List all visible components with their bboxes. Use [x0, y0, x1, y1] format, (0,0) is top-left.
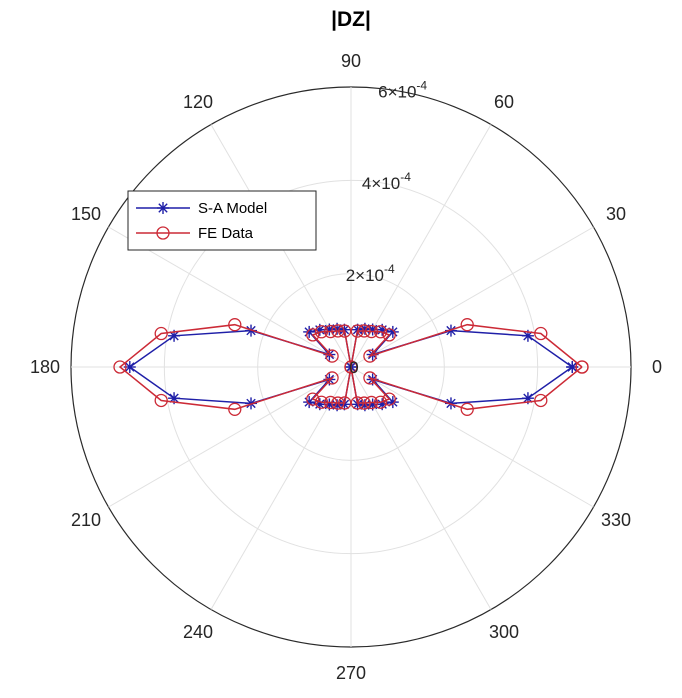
data-point	[325, 349, 339, 363]
legend-label: S-A Model	[198, 200, 267, 217]
legend-label: FE Data	[198, 225, 254, 242]
data-point	[373, 395, 388, 409]
radial-tick-label: 0	[349, 358, 358, 377]
grid-spoke	[350, 226, 594, 368]
data-point	[382, 392, 396, 406]
data-point	[331, 324, 345, 338]
angle-tick-label: 0	[652, 357, 662, 377]
angle-tick-label: 120	[183, 92, 213, 112]
data-point	[228, 402, 242, 416]
data-point	[350, 324, 364, 338]
radial-tick-labels: 0 2×10-4 4×10-4 6×10-4	[346, 78, 428, 377]
data-point	[154, 326, 168, 341]
angle-tick-label: 180	[30, 357, 60, 377]
legend-item: FE Data	[136, 225, 254, 242]
angle-tick-label: 240	[183, 622, 213, 642]
radial-tick-label: 2×10-4	[346, 262, 395, 285]
data-point	[534, 393, 548, 408]
data-point	[228, 318, 242, 332]
data-point	[373, 325, 388, 339]
grid-spoke	[108, 366, 352, 508]
data-point	[113, 360, 127, 374]
data-point	[338, 396, 352, 410]
data-point	[338, 324, 352, 338]
angle-tick-label: 30	[606, 204, 626, 224]
data-point	[325, 371, 339, 385]
legend-item: S-A Model	[136, 200, 267, 217]
data-point	[314, 325, 329, 339]
angle-tick-label: 330	[601, 510, 631, 530]
data-point	[363, 371, 377, 385]
data-point	[323, 324, 338, 339]
data-point	[460, 402, 474, 416]
data-point	[460, 318, 474, 332]
angle-tick-label: 270	[336, 663, 366, 683]
data-point	[575, 360, 589, 374]
radial-tick-label: 6×10-4	[378, 78, 427, 101]
angle-tick-label: 60	[494, 92, 514, 112]
data-point	[534, 326, 548, 341]
radial-tick-label: 4×10-4	[362, 170, 411, 193]
data-point	[364, 324, 379, 339]
angle-tick-label: 150	[71, 204, 101, 224]
data-point	[154, 393, 168, 408]
data-point	[331, 396, 345, 410]
grid-spoke	[350, 366, 594, 508]
data-point	[357, 324, 371, 338]
angle-tick-label: 90	[341, 51, 361, 71]
data-point	[382, 328, 396, 342]
data-point	[350, 396, 364, 410]
angle-tick-label: 300	[489, 622, 519, 642]
series-fe-data	[113, 318, 589, 416]
data-point	[323, 395, 338, 410]
data-point	[306, 392, 320, 406]
data-point	[363, 349, 377, 363]
data-point	[344, 360, 358, 374]
legend-box	[127, 190, 317, 251]
data-point	[314, 395, 329, 409]
chart-title: |DZ|	[331, 8, 371, 31]
data-point	[306, 328, 320, 342]
data-point	[364, 395, 379, 410]
series-layer	[113, 318, 589, 416]
series-line	[118, 323, 583, 411]
angular-tick-labels: 0 30 60 90 120 150 180 210 240 270 300 330	[30, 51, 662, 683]
legend: S-A Model FE Data	[127, 190, 317, 251]
data-point	[357, 396, 371, 410]
angle-tick-label: 210	[71, 510, 101, 530]
polar-grid	[70, 86, 632, 648]
